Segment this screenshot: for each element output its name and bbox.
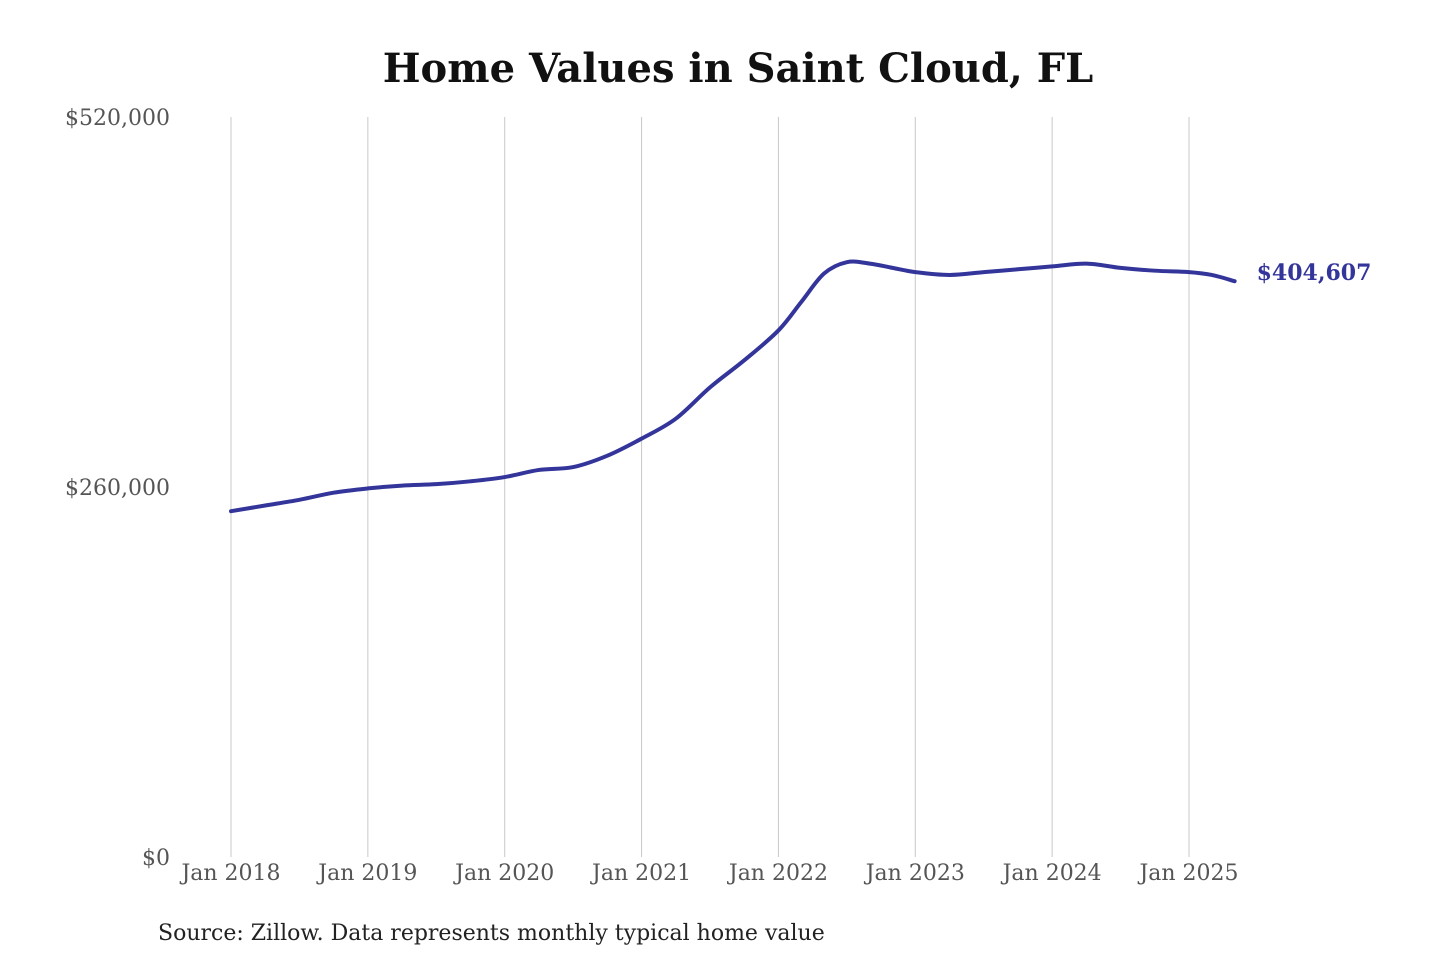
gridlines — [230, 117, 1190, 857]
x-axis-ticks: Jan 2018 Jan 2019 Jan 2020 Jan 2021 Jan 2022… — [179, 861, 1238, 886]
source-note: Source: Zillow. Data represents monthly … — [158, 921, 825, 946]
x-tick-label: Jan 2024 — [1001, 861, 1102, 886]
y-tick-label: $520,000 — [65, 106, 170, 131]
end-value-label: $404,607 — [1257, 260, 1372, 286]
x-tick-label: Jan 2022 — [727, 861, 828, 886]
x-tick-label: Jan 2020 — [453, 861, 554, 886]
y-axis-ticks: $0 $260,000 $520,000 — [65, 106, 170, 871]
chart-title: Home Values in Saint Cloud, FL — [383, 45, 1093, 92]
x-tick-label: Jan 2021 — [590, 861, 691, 886]
x-tick-label: Jan 2025 — [1137, 861, 1238, 886]
y-tick-label: $0 — [142, 846, 170, 871]
series-layer: $404,607 — [229, 259, 1372, 514]
y-tick-label: $260,000 — [65, 476, 170, 501]
series-line — [229, 259, 1237, 514]
x-tick-label: Jan 2023 — [864, 861, 965, 886]
x-tick-label: Jan 2019 — [316, 861, 417, 886]
x-tick-label: Jan 2018 — [179, 861, 280, 886]
